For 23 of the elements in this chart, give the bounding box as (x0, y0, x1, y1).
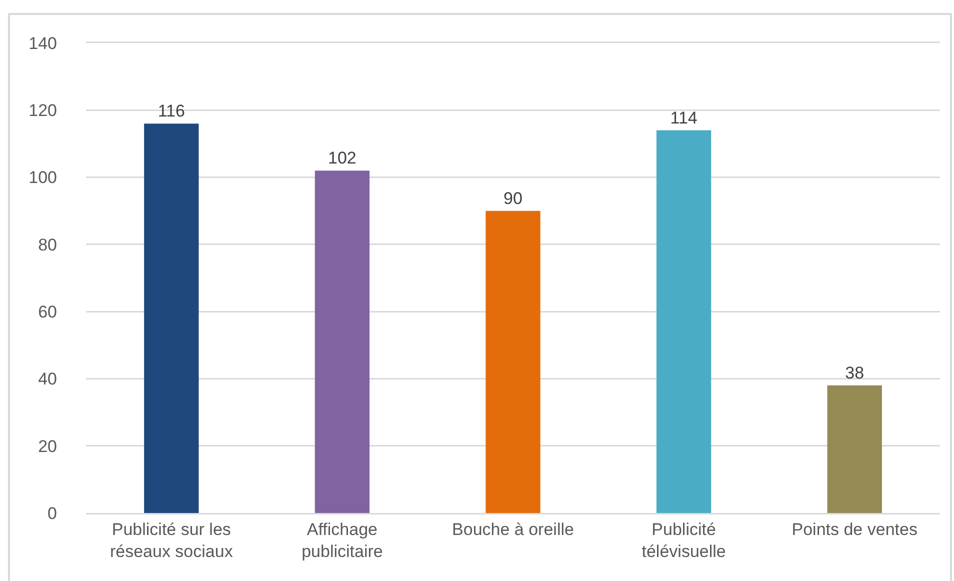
bar (486, 210, 540, 513)
y-tick-label: 40 (38, 370, 57, 389)
y-tick-label: 60 (38, 302, 57, 322)
y-tick-label: 80 (38, 235, 57, 254)
x-tick-label: Publicité télévisuelle (642, 520, 726, 561)
data-label: 38 (845, 363, 864, 382)
data-label: 102 (328, 148, 356, 168)
y-tick-label: 0 (48, 504, 57, 523)
y-tick-label: 140 (28, 34, 57, 53)
x-tick-label: Bouche à oreille (452, 520, 574, 539)
y-tick-label: 20 (38, 436, 57, 456)
data-label: 114 (670, 108, 698, 128)
x-tick-label: Publicité sur les réseaux sociaux (110, 520, 234, 561)
bar (827, 385, 882, 513)
x-tick-label: Points de ventes (792, 520, 918, 539)
data-label: 116 (158, 102, 185, 121)
bar (144, 124, 199, 513)
y-tick-label: 100 (28, 168, 57, 188)
bar (656, 130, 712, 513)
y-tick-label: 120 (28, 101, 57, 120)
bar (314, 170, 370, 513)
data-label: 90 (504, 188, 522, 208)
x-tick-label: Affichage publicitaire (302, 520, 383, 561)
